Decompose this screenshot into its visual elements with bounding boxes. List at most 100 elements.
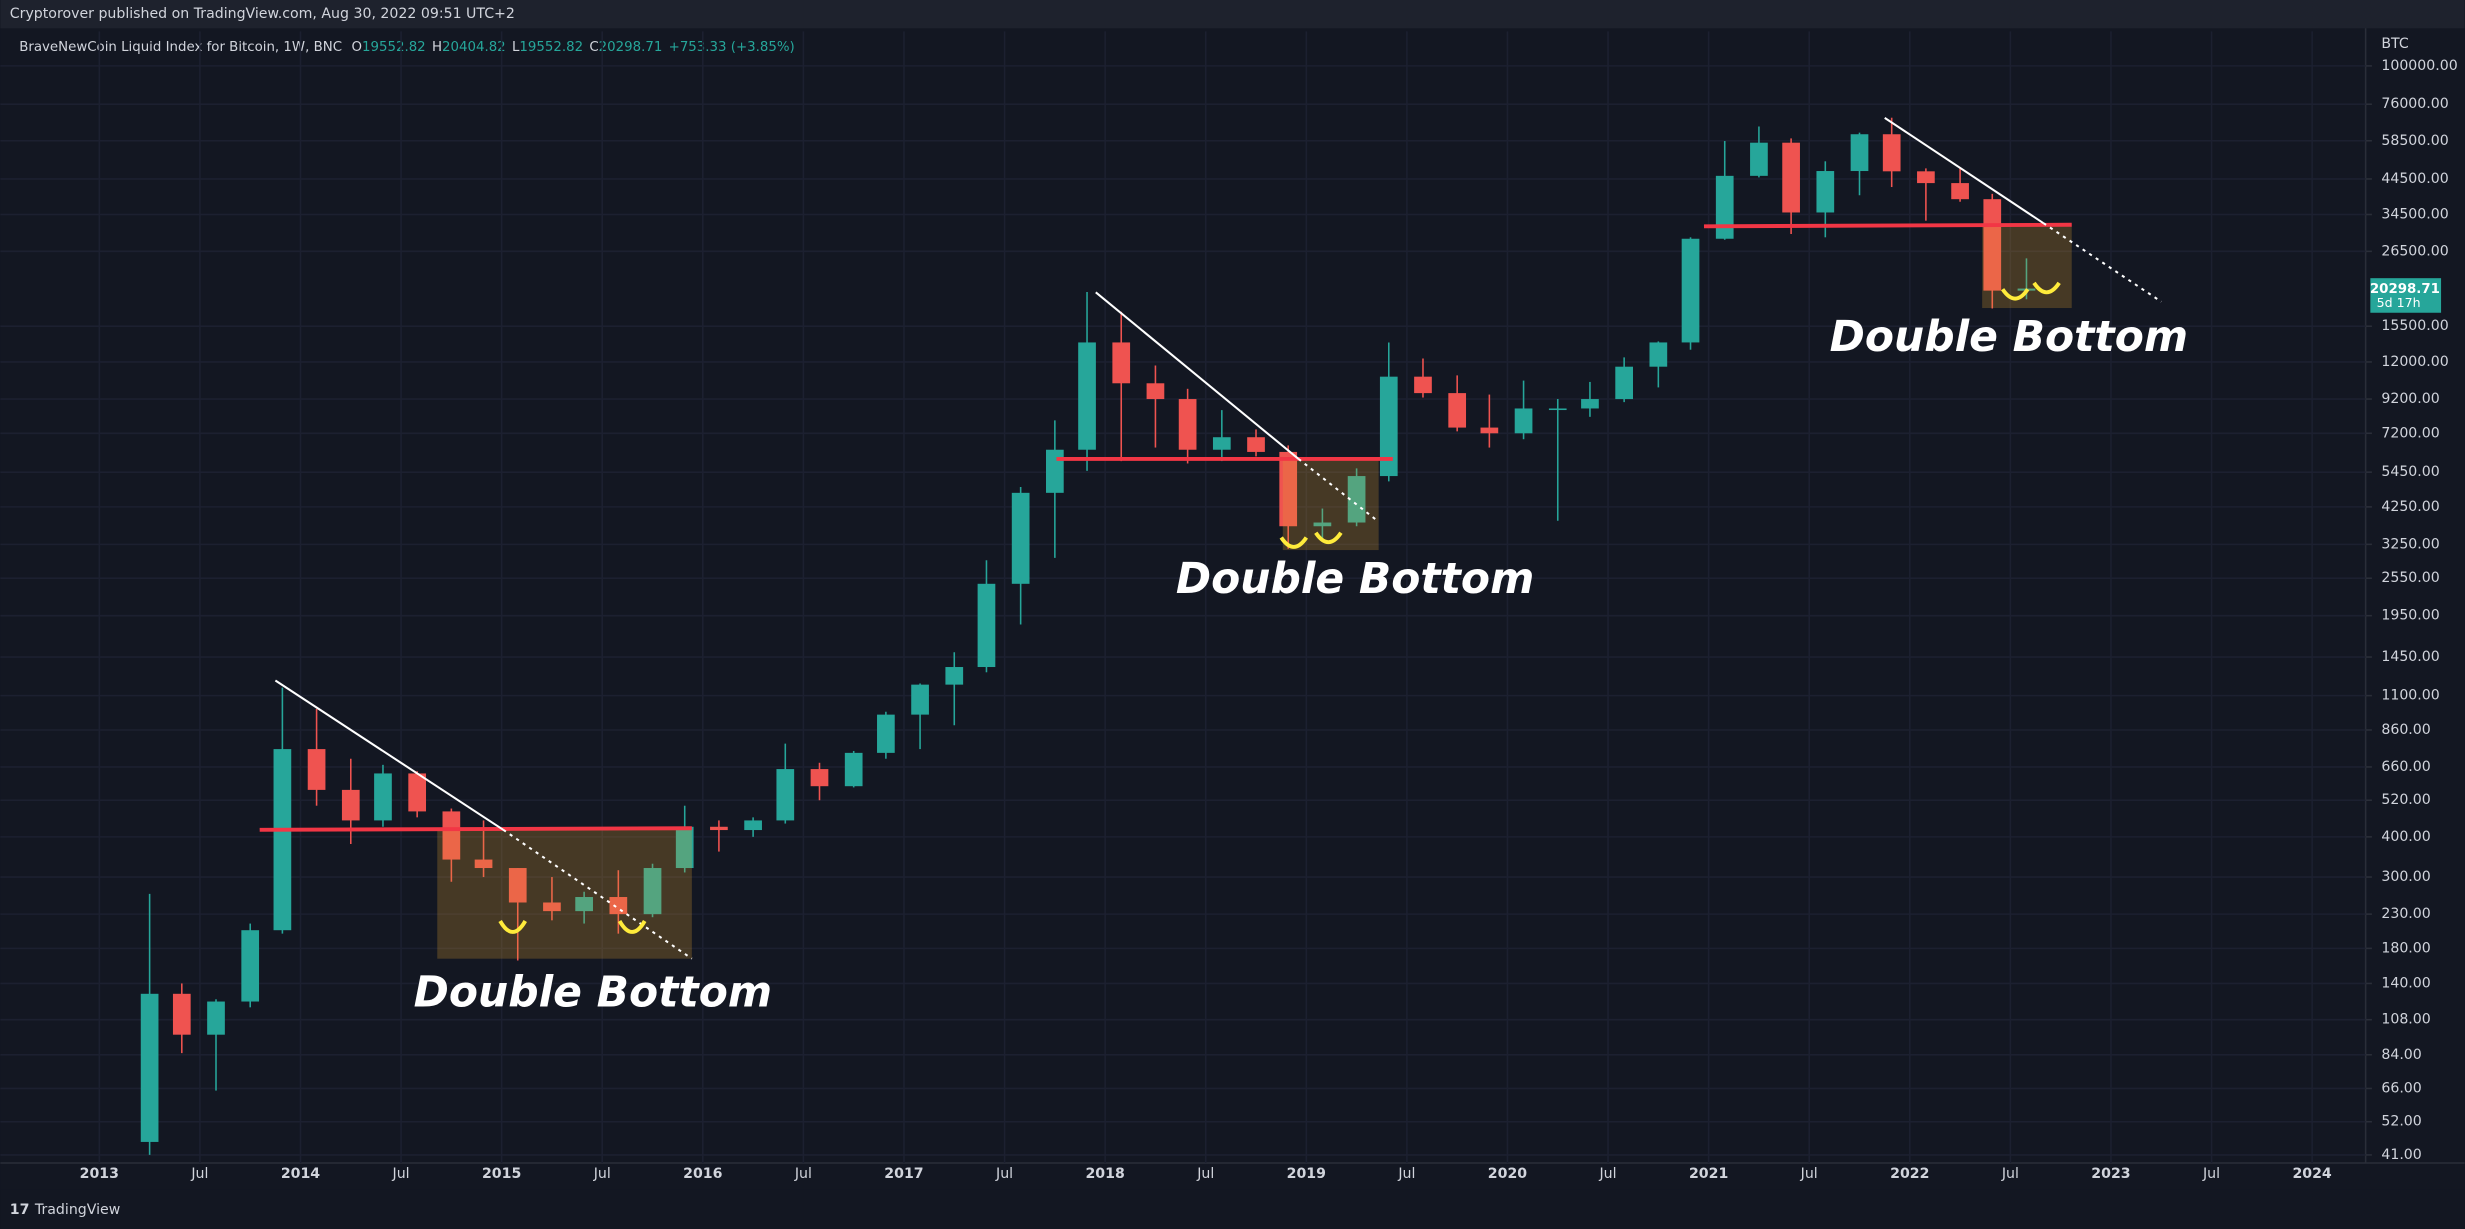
candle-body xyxy=(1178,399,1197,450)
candle-body xyxy=(508,868,527,903)
y-tick-label: 26500.00 xyxy=(2381,243,2448,259)
y-tick-label: 15500.00 xyxy=(2381,318,2448,334)
y-tick-label: 34500.00 xyxy=(2381,206,2448,222)
candle-body xyxy=(1548,408,1567,411)
candle-body xyxy=(1917,171,1935,184)
arc xyxy=(2000,288,2030,301)
x-tick-label: Jul xyxy=(2202,1166,2220,1182)
x-tick-label: Jul xyxy=(190,1166,208,1182)
drawings: Double Bottom Double Bottom Double Botto… xyxy=(259,117,2188,1017)
header-bar xyxy=(0,0,2465,29)
legend-title: BraveNewCoin Liquid Index for Bitcoin, 1… xyxy=(19,40,342,55)
candle-body xyxy=(675,826,694,869)
y-tick-label: 660.00 xyxy=(2381,759,2430,775)
x-tick-label: 2017 xyxy=(884,1166,923,1182)
y-tick-label: 180.00 xyxy=(2381,940,2430,956)
legend-c: C xyxy=(589,40,598,55)
legend: BraveNewCoin Liquid Index for Bitcoin, 1… xyxy=(19,40,795,55)
x-tick-label: 2024 xyxy=(2292,1166,2331,1182)
y-tick-label: 7200.00 xyxy=(2381,425,2439,441)
candle-body xyxy=(1480,427,1499,434)
trend-line xyxy=(1095,291,1300,460)
arc xyxy=(1314,531,1343,545)
x-tick-label: Jul xyxy=(2001,1166,2019,1182)
candle-body xyxy=(207,1001,225,1035)
x-tick-label: Jul xyxy=(1800,1166,1818,1182)
candle-body xyxy=(1816,171,1835,213)
candle-body xyxy=(575,897,593,912)
candle-body xyxy=(1046,449,1064,493)
legend-o: O xyxy=(351,40,362,55)
x-tick-label: Jul xyxy=(794,1166,812,1182)
candle-body xyxy=(408,773,427,812)
y-tick-label: 140.00 xyxy=(2381,975,2430,991)
countdown: 5d 17h xyxy=(2377,295,2421,310)
y-tick-label: 108.00 xyxy=(2381,1012,2430,1028)
arc xyxy=(2032,281,2061,295)
y-tick-label: 84.00 xyxy=(2381,1047,2421,1063)
y-tick-label: 860.00 xyxy=(2381,722,2430,738)
y-tick-label: 300.00 xyxy=(2381,869,2430,885)
y-tick-label: 58500.00 xyxy=(2381,133,2448,149)
x-tick-label: 2023 xyxy=(2091,1166,2130,1182)
x-tick-label: Jul xyxy=(995,1166,1013,1182)
candle-body xyxy=(977,583,996,668)
arc xyxy=(1279,536,1308,549)
candle-body xyxy=(1279,451,1298,527)
x-tick-label: 2015 xyxy=(482,1166,521,1182)
trend-extension xyxy=(1297,458,1380,523)
candle-body xyxy=(1715,175,1734,239)
candle-body xyxy=(776,769,795,821)
y-tick-label: 1100.00 xyxy=(2381,688,2439,704)
candle-body xyxy=(374,773,392,821)
y-tick-label: 100000.00 xyxy=(2381,58,2457,74)
x-tick-label: Jul xyxy=(1397,1166,1415,1182)
candle-body xyxy=(1882,134,1901,172)
y-tick-label: 76000.00 xyxy=(2381,96,2448,112)
candle-body xyxy=(442,811,461,860)
price-label: 20298.71 xyxy=(2370,282,2440,297)
candle-body xyxy=(1212,437,1231,450)
y-tick-label: 41.00 xyxy=(2381,1147,2421,1163)
y-tick-label: 44500.00 xyxy=(2381,171,2448,187)
x-tick-label: 2021 xyxy=(1689,1166,1728,1182)
x-tick-label: Jul xyxy=(1599,1166,1617,1182)
x-tick-label: 2018 xyxy=(1085,1166,1124,1182)
x-tick-label: 2013 xyxy=(80,1166,119,1182)
plot xyxy=(0,31,2366,1163)
candle-body xyxy=(474,859,493,869)
header: Cryptorover published on TradingView.com… xyxy=(10,6,515,22)
price-label-box xyxy=(2370,278,2442,313)
candle-body xyxy=(1448,393,1467,428)
annotation: Double Bottom xyxy=(414,968,772,1017)
candle-body xyxy=(341,789,360,821)
x-tick-label: 2014 xyxy=(281,1166,320,1182)
x-tick-label: Jul xyxy=(392,1166,410,1182)
candle-body xyxy=(543,902,561,912)
candle-body xyxy=(1379,376,1398,477)
candle-body xyxy=(744,820,762,831)
candle-body xyxy=(1615,366,1633,400)
candle-body xyxy=(1750,142,1768,176)
candle-body xyxy=(1951,183,1969,200)
candle-body xyxy=(1011,492,1030,584)
candle-body xyxy=(1247,437,1265,452)
bottom-arcs xyxy=(498,281,2061,934)
candle-body xyxy=(877,714,895,753)
candle-body xyxy=(307,749,326,790)
candle-body xyxy=(609,897,628,915)
zone-box xyxy=(437,829,692,959)
zone-box xyxy=(1982,226,2072,309)
trend-extension xyxy=(2042,222,2162,303)
candle-body xyxy=(844,752,863,787)
legend-l: L xyxy=(512,40,520,55)
y-tick-label: 3250.00 xyxy=(2381,536,2439,552)
candle-body xyxy=(273,749,292,931)
brand-logo: 17 xyxy=(10,1202,30,1218)
candle-body xyxy=(1649,342,1668,367)
legend-h: H xyxy=(432,40,442,55)
trend-line xyxy=(1884,117,2045,225)
candle-body xyxy=(643,868,662,915)
